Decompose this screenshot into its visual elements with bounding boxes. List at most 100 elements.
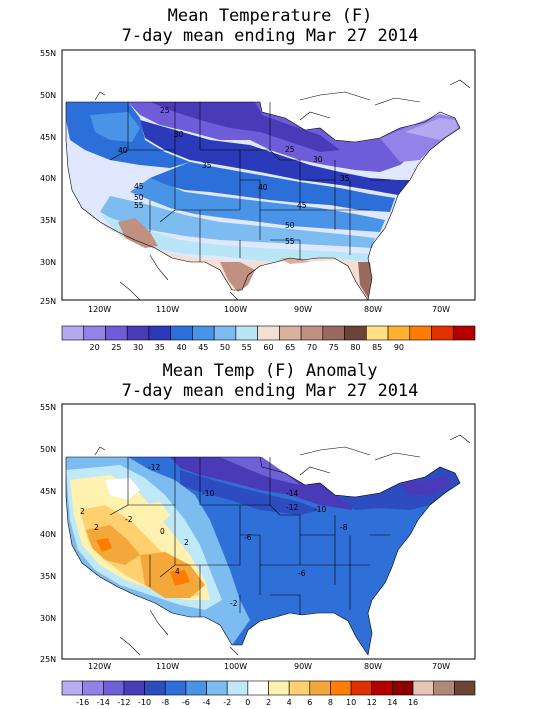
colorbar-swatch xyxy=(288,680,311,696)
colorbar-swatch xyxy=(164,680,187,696)
colorbar-swatch xyxy=(371,680,393,696)
colorbar-label: -8 xyxy=(161,698,169,707)
lon-label: 80W xyxy=(364,305,382,314)
colorbar-swatch xyxy=(392,680,414,696)
colorbar-swatch xyxy=(300,325,324,341)
contour-label: 25 xyxy=(285,145,295,154)
colorbar-swatch xyxy=(247,680,269,696)
contour-label: 2 xyxy=(184,538,189,547)
colorbar-label: 14 xyxy=(387,698,397,707)
lat-label: 30N xyxy=(40,258,56,267)
colorbar-label: 45 xyxy=(198,343,208,352)
lon-label: 110W xyxy=(156,662,179,671)
colorbar-swatch xyxy=(454,680,476,696)
colorbar-swatch xyxy=(105,325,128,341)
lat-label: 25N xyxy=(40,655,56,664)
map2-colorbar: -16 -14 -12 -10 -8 -6 -4 -2 0 2 4 6 8 10 12 14 16 xyxy=(61,680,476,707)
lon-label: 80W xyxy=(364,662,382,671)
colorbar-label: 70 xyxy=(307,343,317,352)
colorbar-label: 55 xyxy=(242,343,252,352)
colorbar-label: 6 xyxy=(307,698,312,707)
colorbar-label: 50 xyxy=(220,343,230,352)
colorbar-label: 16 xyxy=(408,698,418,707)
colorbar-swatch xyxy=(103,680,125,696)
colorbar-swatch xyxy=(412,680,434,696)
colorbar-label: -4 xyxy=(203,698,211,707)
contour-label: -6 xyxy=(298,569,306,578)
colorbar-swatch xyxy=(235,325,258,341)
lon-label: 120W xyxy=(88,305,111,314)
colorbar-label: -6 xyxy=(182,698,190,707)
map1-title-line2: 7-day mean ending Mar 27 2014 xyxy=(121,26,419,46)
lat-label: 40N xyxy=(40,174,56,183)
colorbar-label: -10 xyxy=(138,698,151,707)
colorbar-swatch xyxy=(206,680,228,696)
colorbar-label: 10 xyxy=(346,698,356,707)
lon-label: 120W xyxy=(88,662,111,671)
lat-label: 50N xyxy=(40,445,56,454)
lat-label: 55N xyxy=(40,49,56,58)
colorbar-swatch xyxy=(279,325,302,341)
contour-label: 2 xyxy=(80,507,85,516)
contour-label: -10 xyxy=(202,489,214,498)
contour-label: 2 xyxy=(94,523,99,532)
colorbar-swatch xyxy=(387,325,411,341)
colorbar-swatch xyxy=(61,680,83,696)
colorbar-swatch xyxy=(366,325,389,341)
contour-label: -8 xyxy=(340,523,348,532)
colorbar-swatch xyxy=(431,325,454,341)
colorbar-swatch xyxy=(322,325,345,341)
contour-label: 4 xyxy=(175,567,180,576)
colorbar-swatch xyxy=(226,680,249,696)
lat-label: 40N xyxy=(40,530,56,539)
contour-label: -6 xyxy=(244,533,252,542)
colorbar-label: 30 xyxy=(133,343,143,352)
map1-contour-labels: 25 30 35 25 30 35 40 40 45 50 55 50 55 4… xyxy=(118,106,350,246)
colorbar-label: 75 xyxy=(329,343,339,352)
lat-label: 35N xyxy=(40,216,56,225)
colorbar-label: 4 xyxy=(287,698,292,707)
lat-label: 25N xyxy=(40,297,56,306)
colorbar-label: -2 xyxy=(223,698,231,707)
colorbar-swatch xyxy=(126,325,150,341)
map1-axes: 55N 50N 45N 40N 35N 30N 25N 120W 110W 10… xyxy=(40,49,450,314)
contour-label: 50 xyxy=(134,193,144,202)
lon-label: 70W xyxy=(432,305,450,314)
colorbar-swatch xyxy=(192,325,215,341)
colorbar-swatch xyxy=(144,680,166,696)
contour-label: 25 xyxy=(160,106,170,115)
colorbar-swatch xyxy=(185,680,207,696)
colorbar-swatch xyxy=(268,680,290,696)
colorbar-label: 35 xyxy=(155,343,165,352)
colorbar-label: -12 xyxy=(117,698,130,707)
colorbar-swatch xyxy=(123,680,145,696)
contour-label: 45 xyxy=(297,201,307,210)
colorbar-label: 90 xyxy=(394,343,404,352)
lat-label: 35N xyxy=(40,572,56,581)
colorbar-swatch xyxy=(330,680,352,696)
contour-label: 45 xyxy=(134,182,144,191)
contour-label: 40 xyxy=(118,146,128,155)
map2-axes: 55N 50N 45N 40N 35N 30N 25N 120W 110W 10… xyxy=(40,403,450,671)
colorbar-swatch xyxy=(170,325,193,341)
colorbar-label: 12 xyxy=(367,698,377,707)
colorbar-label: 40 xyxy=(176,343,186,352)
contour-label: -10 xyxy=(314,505,326,514)
colorbar-label: 65 xyxy=(285,343,295,352)
map1-colorbar: 20 25 30 35 40 45 50 55 60 65 70 75 80 85 90 xyxy=(61,325,476,352)
lon-label: 90W xyxy=(294,305,312,314)
map2-title-line1: Mean Temp (F) Anomaly xyxy=(162,361,378,381)
contour-label: 35 xyxy=(202,161,212,170)
colorbar-swatch xyxy=(213,325,237,341)
colorbar-swatch xyxy=(61,325,85,341)
colorbar-swatch xyxy=(83,325,106,341)
lon-label: 70W xyxy=(432,662,450,671)
contour-label: -12 xyxy=(286,503,298,512)
lon-label: 100W xyxy=(224,662,247,671)
lat-label: 45N xyxy=(40,133,56,142)
lon-label: 100W xyxy=(224,305,247,314)
contour-label: -2 xyxy=(125,515,133,524)
colorbar-label: 85 xyxy=(372,343,382,352)
map2-contour-labels: -12 -10 -14 -12 -10 -8 -6 -6 -2 2 2 4 -2… xyxy=(80,463,348,608)
